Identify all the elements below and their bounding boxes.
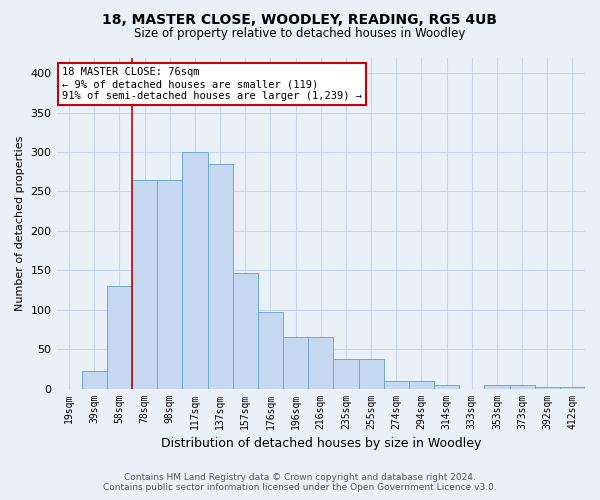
Y-axis label: Number of detached properties: Number of detached properties <box>15 136 25 310</box>
Bar <box>383 382 409 388</box>
Bar <box>132 180 157 388</box>
X-axis label: Distribution of detached houses by size in Woodley: Distribution of detached houses by size … <box>161 437 481 450</box>
Text: 18, MASTER CLOSE, WOODLEY, READING, RG5 4UB: 18, MASTER CLOSE, WOODLEY, READING, RG5 … <box>103 12 497 26</box>
Bar <box>107 286 132 388</box>
Bar <box>535 387 560 388</box>
Text: Contains HM Land Registry data © Crown copyright and database right 2024.
Contai: Contains HM Land Registry data © Crown c… <box>103 473 497 492</box>
Bar <box>182 152 208 388</box>
Bar <box>82 371 107 388</box>
Bar <box>283 338 308 388</box>
Bar <box>484 384 509 388</box>
Text: 18 MASTER CLOSE: 76sqm
← 9% of detached houses are smaller (119)
91% of semi-det: 18 MASTER CLOSE: 76sqm ← 9% of detached … <box>62 68 362 100</box>
Bar <box>157 180 182 388</box>
Bar <box>509 384 535 388</box>
Bar <box>560 387 585 388</box>
Bar <box>409 382 434 388</box>
Bar <box>359 360 383 388</box>
Bar <box>434 384 459 388</box>
Bar <box>308 338 334 388</box>
Text: Size of property relative to detached houses in Woodley: Size of property relative to detached ho… <box>134 28 466 40</box>
Bar <box>233 272 258 388</box>
Bar <box>208 164 233 388</box>
Bar <box>334 360 359 388</box>
Bar <box>258 312 283 388</box>
